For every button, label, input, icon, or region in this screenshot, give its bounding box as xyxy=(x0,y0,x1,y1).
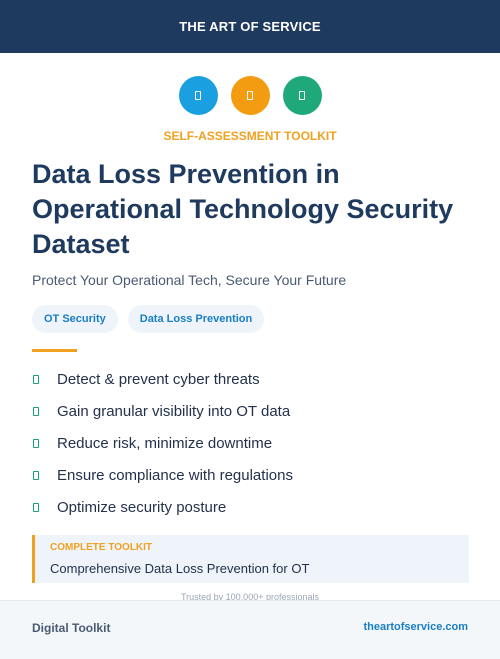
tag-data-loss-prevention: Data Loss Prevention xyxy=(127,305,265,333)
feature-text: Ensure compliance with regulations xyxy=(57,466,293,484)
tag-list: OT Security Data Loss Prevention xyxy=(32,305,265,333)
check-icon xyxy=(33,502,39,512)
check-icon xyxy=(33,470,39,480)
trusted-note: Trusted by 100,000+ professionals xyxy=(180,592,319,602)
feature-item: Detect & prevent cyber threats xyxy=(32,363,293,395)
document-icon xyxy=(178,76,218,115)
footer-product-label: Digital Toolkit xyxy=(32,621,111,635)
feature-text: Gain granular visibility into OT data xyxy=(57,402,291,420)
subtitle: Protect Your Operational Tech, Secure Yo… xyxy=(32,272,347,288)
page-title: Data Loss Prevention in Operational Tech… xyxy=(32,159,454,259)
toolkit-callout: COMPLETE TOOLKIT Comprehensive Data Loss… xyxy=(32,535,469,583)
check-icon xyxy=(33,438,39,448)
document-icon xyxy=(282,76,322,115)
check-icon xyxy=(33,374,39,384)
callout-label: COMPLETE TOOLKIT xyxy=(50,542,153,553)
callout-text: Comprehensive Data Loss Prevention for O… xyxy=(50,561,310,576)
brand-title: THE ART OF SERVICE xyxy=(179,19,321,34)
feature-text: Reduce risk, minimize downtime xyxy=(57,434,273,452)
icon-row xyxy=(0,76,500,115)
check-icon xyxy=(33,406,39,416)
feature-list: Detect & prevent cyber threats Gain gran… xyxy=(32,363,293,523)
kicker-label: SELF-ASSESSMENT TOOLKIT xyxy=(163,129,337,143)
tag-ot-security: OT Security xyxy=(32,305,118,333)
feature-text: Detect & prevent cyber threats xyxy=(57,370,260,388)
header-bar: THE ART OF SERVICE xyxy=(0,0,500,53)
feature-item: Ensure compliance with regulations xyxy=(32,459,293,491)
footer-bar: Digital Toolkit theartofservice.com xyxy=(0,600,500,659)
feature-item: Optimize security posture xyxy=(32,491,293,523)
feature-item: Reduce risk, minimize downtime xyxy=(32,427,293,459)
feature-text: Optimize security posture xyxy=(57,498,227,516)
document-icon xyxy=(230,76,270,115)
accent-divider xyxy=(32,349,77,352)
feature-item: Gain granular visibility into OT data xyxy=(32,395,293,427)
footer-website-link[interactable]: theartofservice.com xyxy=(363,621,468,633)
